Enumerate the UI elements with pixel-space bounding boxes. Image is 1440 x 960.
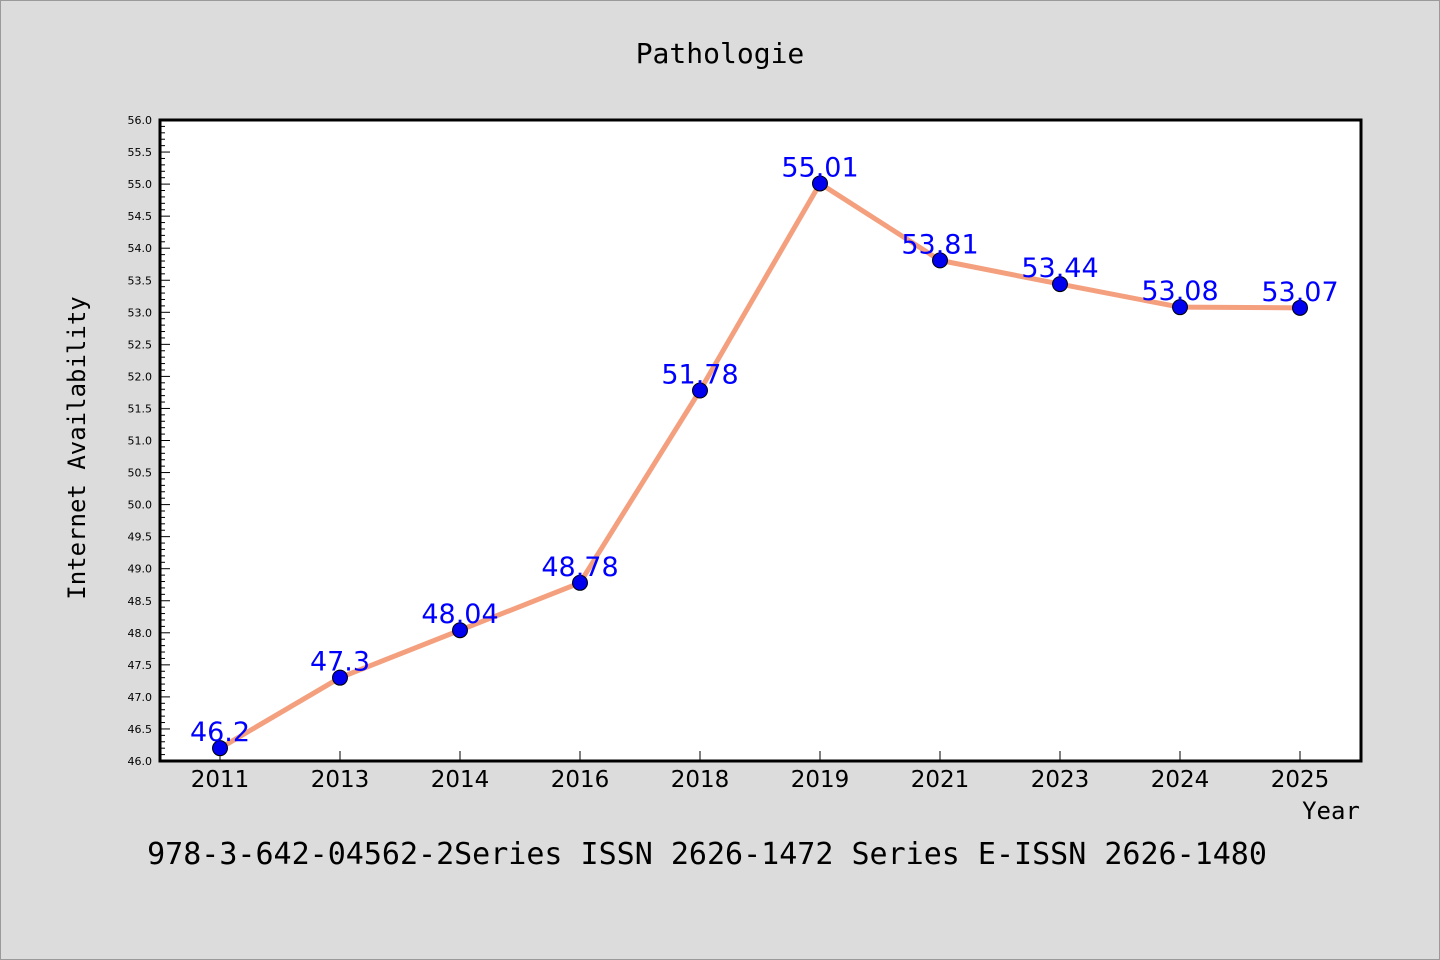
y-tick-label: 48.5: [128, 595, 153, 608]
footer-text: 978-3-642-04562-2Series ISSN 2626-1472 S…: [147, 837, 1267, 872]
data-label: 55.01: [781, 152, 858, 183]
y-tick-label: 51.5: [128, 402, 153, 415]
y-tick-label: 53.5: [128, 274, 153, 287]
chart-title: Pathologie: [636, 37, 805, 70]
series-line: [217, 180, 1303, 751]
data-label: 53.81: [901, 229, 978, 260]
y-tick-label: 47.5: [128, 659, 153, 672]
data-label: 53.08: [1141, 276, 1218, 307]
data-point: [812, 175, 828, 192]
data-point: [692, 382, 708, 399]
x-tick-label: 2025: [1271, 767, 1330, 793]
data-point: [932, 252, 948, 269]
data-point: [572, 574, 588, 591]
x-tick-label: 2023: [1031, 767, 1090, 793]
y-tick-label: 48.0: [128, 627, 153, 640]
y-tick-label: 46.5: [128, 723, 153, 736]
data-label: 51.78: [661, 360, 738, 391]
y-tick-label: 49.0: [128, 563, 153, 576]
x-tick-label: 2011: [191, 767, 250, 793]
data-point: [1292, 299, 1308, 316]
y-axis-ticks: 46.0 46.5 47.0 47.5 48.0 48.5 49.0 49.5 50.0 50.5…: [128, 114, 170, 768]
plot-frame: [158, 118, 1363, 763]
x-tick-label: 2016: [551, 767, 610, 793]
y-tick-label: 46.0: [128, 755, 153, 768]
y-tick-label: 51.0: [128, 435, 153, 448]
data-series: 46.2 47.3 48.04 48.78 51.78 55.01 53.81 53.44 53…: [190, 152, 1339, 757]
y-tick-label: 56.0: [128, 114, 153, 127]
data-label: 53.07: [1261, 277, 1338, 308]
x-tick-label: 2024: [1151, 767, 1210, 793]
x-axis-ticks: 2011 2013 2014 2016 2018 2019 2021 2023 2024 2025: [191, 751, 1330, 793]
data-point: [1172, 299, 1188, 316]
y-tick-label: 55.5: [128, 146, 153, 159]
data-label: 46.2: [190, 717, 250, 748]
data-label: 47.3: [310, 647, 370, 678]
data-point: [332, 669, 348, 686]
data-label: 48.04: [421, 599, 498, 630]
y-tick-label: 52.5: [128, 338, 153, 351]
x-tick-label: 2021: [911, 767, 970, 793]
data-label: 53.44: [1021, 253, 1098, 284]
y-axis-label: Internet Availability: [63, 296, 91, 599]
data-point: [452, 622, 468, 639]
x-tick-label: 2014: [431, 767, 490, 793]
y-tick-label: 50.5: [128, 467, 153, 480]
x-tick-label: 2013: [311, 767, 370, 793]
data-label: 48.78: [541, 552, 618, 583]
y-tick-label: 50.0: [128, 499, 153, 512]
y-tick-label: 54.5: [128, 210, 153, 223]
data-point: [212, 740, 228, 757]
y-tick-label: 55.0: [128, 178, 153, 191]
x-axis-label: Year: [1302, 797, 1360, 825]
y-tick-label: 52.0: [128, 370, 153, 383]
x-tick-label: 2018: [671, 767, 730, 793]
y-tick-label: 53.0: [128, 306, 153, 319]
y-tick-label: 47.0: [128, 691, 153, 704]
y-tick-label: 49.5: [128, 531, 153, 544]
data-point: [1052, 276, 1068, 293]
y-tick-label: 54.0: [128, 242, 153, 255]
plot-area: [160, 120, 1361, 761]
x-tick-label: 2019: [791, 767, 850, 793]
